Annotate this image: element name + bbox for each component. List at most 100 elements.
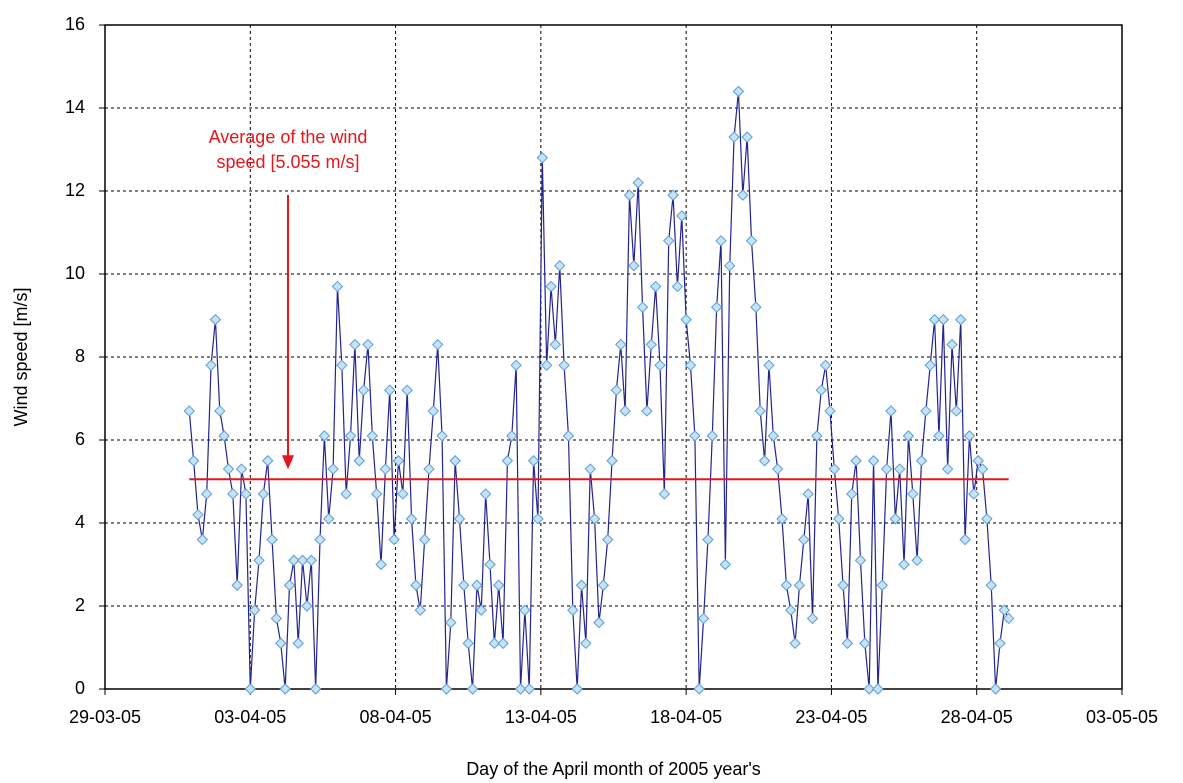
data-point	[632, 176, 644, 189]
y-tick-label: 2	[75, 595, 85, 615]
data-point	[767, 430, 780, 442]
data-point	[972, 455, 984, 467]
data-point	[471, 579, 483, 591]
data-point	[275, 637, 287, 650]
x-tick-label: 29-03-05	[69, 707, 141, 727]
data-point	[414, 604, 426, 616]
data-point	[915, 455, 928, 467]
data-point	[510, 359, 522, 372]
annotation-text: speed [5.055 m/s]	[216, 152, 359, 172]
data-point	[950, 405, 963, 417]
x-tick-label: 08-04-05	[360, 707, 432, 727]
data-point	[588, 513, 601, 525]
plot-border	[104, 24, 1123, 690]
data-point	[453, 513, 466, 525]
y-axis-label: Wind speed [m/s]	[11, 287, 31, 426]
data-point	[610, 384, 623, 396]
y-tick-label: 12	[65, 180, 85, 200]
annotation-text: Average of the wind	[209, 127, 368, 147]
data-point	[832, 513, 845, 525]
data-point	[732, 85, 745, 98]
data-point	[911, 554, 923, 567]
data-point	[636, 301, 649, 313]
data-point	[405, 513, 418, 525]
data-point	[750, 301, 762, 313]
data-point	[440, 683, 453, 695]
data-point	[370, 488, 383, 500]
data-point	[248, 604, 261, 616]
data-point	[423, 463, 435, 475]
data-point	[484, 558, 496, 571]
data-point	[349, 338, 361, 351]
data-point	[410, 579, 422, 591]
data-point	[597, 579, 610, 591]
data-point	[353, 455, 365, 467]
data-point	[562, 430, 575, 442]
y-tick-label: 14	[65, 97, 85, 117]
data-point	[898, 558, 910, 571]
data-point	[567, 604, 579, 616]
data-point	[270, 612, 283, 625]
data-point	[754, 405, 766, 417]
data-point	[693, 683, 705, 695]
data-point	[771, 463, 784, 475]
data-point	[449, 455, 461, 467]
data-point	[615, 338, 627, 351]
data-point	[641, 405, 653, 417]
data-point	[244, 683, 256, 695]
data-point	[933, 430, 945, 442]
data-point	[671, 280, 684, 293]
data-point	[601, 533, 614, 546]
data-point	[741, 131, 753, 143]
data-point	[806, 612, 819, 625]
data-point	[776, 513, 788, 525]
data-point	[819, 359, 832, 372]
data-point	[527, 455, 540, 467]
data-point	[689, 430, 701, 442]
data-point	[959, 533, 971, 546]
data-point	[684, 359, 697, 372]
data-point	[192, 508, 204, 521]
data-point	[710, 301, 723, 313]
data-point	[737, 189, 749, 201]
data-point	[296, 554, 309, 567]
data-point	[724, 259, 736, 272]
data-point	[549, 338, 562, 351]
data-point	[946, 338, 958, 351]
data-point	[676, 210, 688, 222]
data-point	[240, 488, 252, 500]
data-point	[309, 683, 322, 695]
data-point	[384, 384, 396, 396]
data-point	[331, 280, 344, 293]
data-point	[336, 359, 348, 372]
data-point	[719, 558, 732, 571]
annotation-arrowhead	[282, 455, 294, 470]
data-point	[379, 463, 392, 475]
data-point	[231, 579, 243, 591]
data-point	[955, 313, 967, 326]
data-point	[344, 430, 357, 442]
data-point	[994, 637, 1006, 650]
data-point	[654, 359, 666, 372]
data-point	[445, 616, 457, 629]
data-point	[867, 455, 880, 467]
data-point	[536, 152, 549, 164]
data-point	[623, 189, 636, 201]
data-point	[214, 405, 226, 417]
data-point	[314, 533, 326, 546]
data-point	[894, 463, 906, 475]
data-point	[519, 604, 531, 616]
data-point	[697, 612, 710, 625]
data-point	[523, 683, 535, 695]
data-point	[318, 430, 331, 442]
data-point	[506, 430, 518, 442]
data-point	[558, 359, 570, 372]
data-point	[323, 513, 335, 525]
data-point	[815, 384, 827, 396]
data-point	[218, 430, 230, 442]
data-point	[802, 488, 814, 500]
data-point	[253, 554, 265, 567]
data-point	[466, 683, 479, 695]
